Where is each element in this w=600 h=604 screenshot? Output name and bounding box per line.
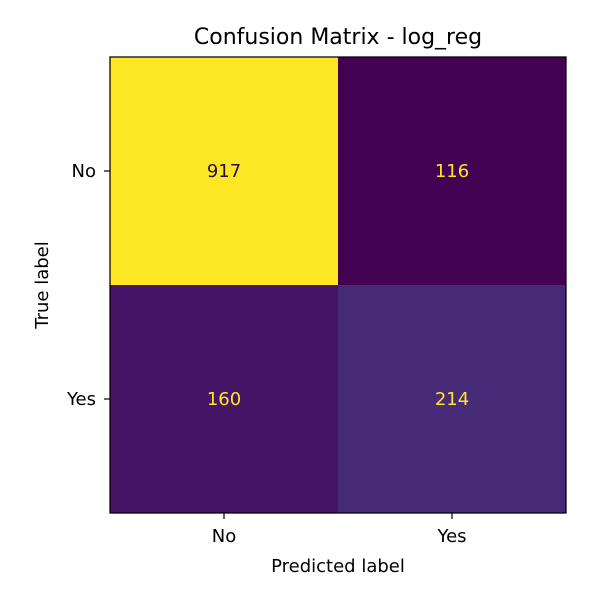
x-tick-label: Yes xyxy=(436,526,466,547)
x-axis-label: Predicted label xyxy=(271,556,405,577)
cell-value-label: 160 xyxy=(207,389,241,410)
axis-ticks: No Yes No Yes xyxy=(66,161,467,547)
y-tick-label: No xyxy=(72,161,96,182)
heatmap-cell xyxy=(338,285,567,514)
heatmap-cell xyxy=(338,57,567,286)
chart-title: Confusion Matrix - log_reg xyxy=(194,25,482,50)
heatmap-cell xyxy=(110,57,339,286)
cell-value-label: 917 xyxy=(207,161,241,182)
y-tick-label: Yes xyxy=(66,389,96,410)
cell-value-label: 214 xyxy=(435,389,469,410)
plot-frame xyxy=(109,56,567,514)
y-axis-label: True label xyxy=(32,241,53,330)
cell-value-labels: 917 116 160 214 xyxy=(207,161,469,410)
heatmap-cell xyxy=(110,285,339,514)
heatmap-cells xyxy=(110,57,567,514)
cell-value-label: 116 xyxy=(435,161,469,182)
x-tick-label: No xyxy=(212,526,236,547)
